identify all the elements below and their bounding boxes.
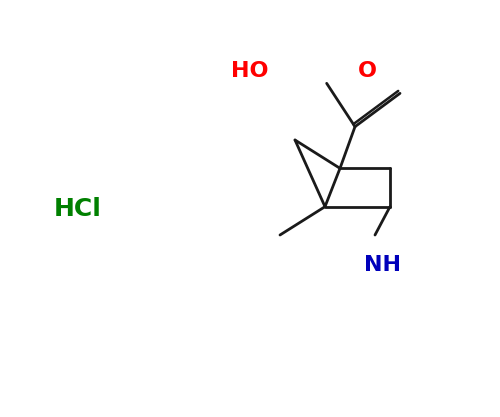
Text: HO: HO [231,61,269,81]
Text: O: O [358,61,377,81]
Text: NH: NH [364,255,401,275]
Text: HCl: HCl [54,196,102,221]
